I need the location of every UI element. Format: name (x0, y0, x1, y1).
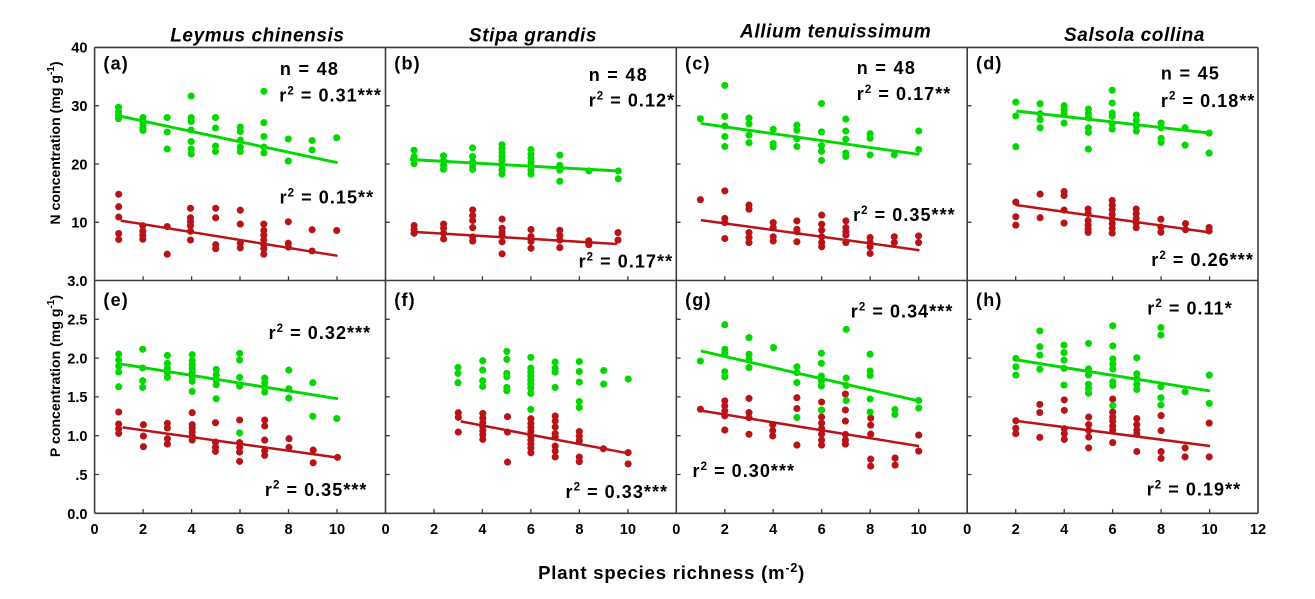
svg-text:n = 48: n = 48 (589, 65, 648, 85)
svg-text:2: 2 (1012, 522, 1020, 538)
svg-text:r2 = 0.18**: r2 = 0.18** (1161, 91, 1256, 111)
svg-text:r2 = 0.35***: r2 = 0.35*** (853, 205, 956, 225)
svg-text:r2 = 0.26***: r2 = 0.26*** (1151, 250, 1254, 270)
svg-text:0: 0 (672, 522, 680, 538)
svg-text:8: 8 (1157, 522, 1165, 538)
svg-text:6: 6 (527, 522, 535, 538)
svg-text:N concentration (mg g-1): N concentration (mg g-1) (46, 61, 63, 224)
svg-text:3.0: 3.0 (67, 274, 87, 290)
svg-text:4: 4 (478, 522, 487, 538)
svg-text:Allium tenuissimum: Allium tenuissimum (739, 22, 931, 43)
svg-text:(f): (f) (394, 290, 416, 310)
svg-text:r2 = 0.30***: r2 = 0.30*** (693, 461, 796, 481)
svg-text:6: 6 (236, 522, 244, 538)
svg-text:8: 8 (575, 522, 583, 538)
svg-text:6: 6 (1109, 522, 1117, 538)
svg-text:n = 48: n = 48 (280, 59, 339, 79)
svg-text:r2 = 0.31***: r2 = 0.31*** (279, 85, 382, 105)
svg-text:30: 30 (71, 99, 87, 115)
svg-text:Salsola collina: Salsola collina (1064, 25, 1205, 46)
svg-text:2: 2 (139, 522, 147, 538)
svg-text:Leymus chinensis: Leymus chinensis (170, 25, 344, 46)
svg-text:4: 4 (188, 522, 197, 538)
svg-text:1.5: 1.5 (67, 390, 87, 406)
svg-text:(g): (g) (685, 290, 712, 310)
svg-text:2.5: 2.5 (67, 313, 87, 329)
svg-text:10: 10 (329, 522, 345, 538)
svg-text:(d): (d) (976, 54, 1003, 74)
svg-text:0: 0 (381, 522, 389, 538)
svg-text:12: 12 (1250, 522, 1266, 538)
svg-text:.5: .5 (75, 468, 87, 484)
svg-text:r2 = 0.33***: r2 = 0.33*** (566, 482, 669, 502)
svg-text:2: 2 (721, 522, 729, 538)
svg-text:2.0: 2.0 (67, 351, 87, 367)
svg-text:6: 6 (818, 522, 826, 538)
svg-text:(h): (h) (976, 290, 1003, 310)
svg-text:r2 = 0.35***: r2 = 0.35*** (265, 480, 368, 500)
svg-text:r2 = 0.12*: r2 = 0.12* (589, 90, 675, 110)
svg-text:0: 0 (963, 522, 971, 538)
svg-text:r2 = 0.32***: r2 = 0.32*** (269, 323, 372, 343)
svg-text:r2 = 0.17**: r2 = 0.17** (857, 84, 952, 104)
svg-text:(a): (a) (103, 54, 129, 74)
svg-text:20: 20 (71, 157, 87, 173)
svg-text:2: 2 (430, 522, 438, 538)
svg-text:Stipa grandis: Stipa grandis (469, 25, 597, 46)
svg-text:Plant species richness (m-2): Plant species richness (m-2) (538, 561, 805, 583)
svg-text:40: 40 (71, 41, 87, 57)
svg-text:0.0: 0.0 (67, 507, 87, 523)
svg-text:(c): (c) (685, 54, 711, 74)
svg-text:(e): (e) (103, 290, 129, 310)
svg-text:r2 = 0.34***: r2 = 0.34*** (851, 301, 954, 321)
svg-text:1.0: 1.0 (67, 429, 87, 445)
svg-text:10: 10 (71, 216, 87, 232)
svg-text:r2 = 0.11*: r2 = 0.11* (1147, 298, 1232, 318)
svg-text:P concentration (mg g-1): P concentration (mg g-1) (46, 295, 63, 457)
svg-text:10: 10 (620, 522, 636, 538)
svg-text:4: 4 (769, 522, 778, 538)
svg-text:r2 = 0.19**: r2 = 0.19** (1147, 479, 1242, 499)
svg-text:0: 0 (91, 522, 99, 538)
svg-text:n = 48: n = 48 (857, 58, 916, 78)
svg-text:r2 = 0.15**: r2 = 0.15** (280, 188, 375, 208)
svg-text:8: 8 (284, 522, 292, 538)
svg-text:10: 10 (911, 522, 927, 538)
svg-text:10: 10 (1201, 522, 1217, 538)
svg-text:n = 45: n = 45 (1161, 63, 1220, 83)
svg-text:(b): (b) (394, 54, 421, 74)
svg-text:8: 8 (866, 522, 874, 538)
svg-text:4: 4 (1060, 522, 1069, 538)
svg-text:r2 = 0.17**: r2 = 0.17** (579, 251, 674, 271)
